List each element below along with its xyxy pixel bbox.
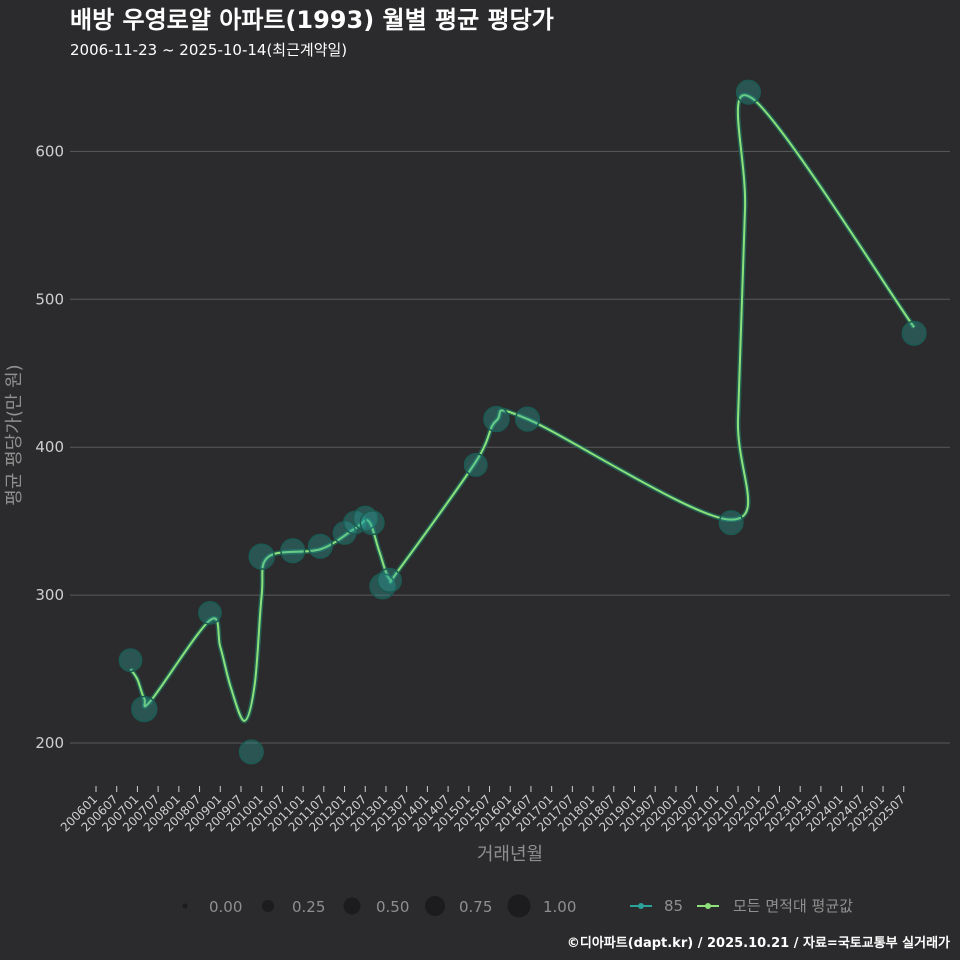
size-legend-dot [507,894,531,918]
legend-85-dot [638,903,644,909]
legend-85-label: 85 [664,897,683,915]
size-legend-dot [262,900,274,912]
y-tick-label: 500 [35,290,64,308]
data-point-85 [514,406,541,432]
y-tick-label: 300 [35,586,64,604]
average-line-layer [128,92,917,724]
size-legend-label: 0.00 [209,898,242,916]
data-point-85 [248,543,275,570]
y-tick-label: 400 [35,438,64,456]
chart-title: 배방 우영로얄 아파트(1993) 월별 평균 평당가 [70,6,554,34]
legend-item-average: 모든 면적대 평균값 [697,897,853,915]
data-point-85 [735,79,761,105]
data-point-85 [307,533,333,559]
average-line [129,94,915,722]
size-legend-dot [182,903,188,909]
grid-layer [70,150,950,744]
size-legend-dot [343,897,361,915]
size-legend-label: 1.00 [543,898,576,916]
size-legend-label: 0.25 [292,898,325,916]
size-legend-label: 0.75 [459,898,492,916]
chart-subtitle: 2006-11-23 ~ 2025-10-14(최근계약일) [70,41,347,59]
data-point-85 [131,695,158,723]
data-point-85 [483,405,510,433]
data-point-85 [198,600,222,625]
data-point-85 [901,320,927,346]
legend-average-label: 모든 면적대 평균값 [733,897,853,915]
data-point-85 [238,739,264,765]
size-legend-label: 0.50 [376,898,409,916]
size-legend-dot [425,896,445,916]
y-tick-label: 200 [35,734,64,752]
data-point-85 [280,538,306,564]
data-point-85 [352,505,378,531]
point-layer [118,79,927,765]
x-axis-title: 거래년월 [477,844,543,865]
y-tick-label: 600 [35,142,64,160]
y-axis-title: 평균 평당가(만 원) [4,364,25,505]
legend-average-dot [705,903,711,909]
data-point-85 [718,510,744,536]
y-tick-labels: 200 300 400 500 600 [35,142,64,752]
size-legend: 0.00 0.25 0.50 0.75 1.00 [182,894,576,918]
legend-item-85: 85 [630,897,683,915]
data-point-85 [118,648,143,673]
data-point-85 [463,453,488,477]
data-point-85 [359,510,385,536]
data-point-85 [376,567,402,593]
data-point-85 [332,521,357,545]
legend: 0.00 0.25 0.50 0.75 1.00 85 모든 면적대 평균값 [182,894,853,918]
caption: ©디아파트(dapt.kr) / 2025.10.21 / 자료=국토교통부 실… [567,935,950,951]
